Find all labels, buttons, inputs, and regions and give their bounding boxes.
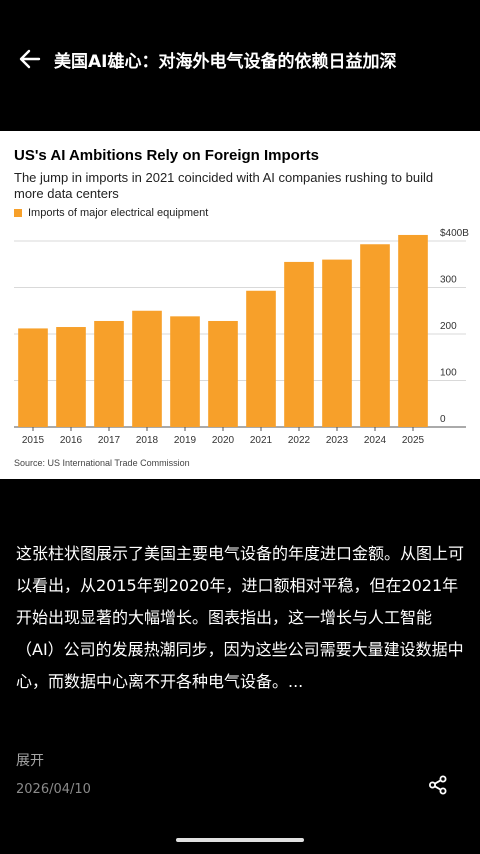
bar <box>94 320 124 427</box>
page-title: 美国AI雄心：对海外电气设备的依赖日益加深 <box>54 51 397 72</box>
bar-chart: $400B 300 200 100 0 2015 2016 2017 2018 2019 2020 2… <box>14 228 469 446</box>
back-button[interactable] <box>16 45 44 73</box>
bar <box>322 259 352 427</box>
expand-link[interactable]: 展开 <box>16 753 44 769</box>
x-tick-label: 2025 <box>402 435 425 446</box>
home-indicator <box>176 838 304 842</box>
arrow-left-icon <box>19 49 41 69</box>
x-tick-label: 2017 <box>98 435 121 446</box>
legend-swatch <box>14 209 22 217</box>
y-tick-label: 300 <box>440 275 457 286</box>
bar <box>284 261 314 427</box>
x-tick-label: 2023 <box>326 435 349 446</box>
bar <box>360 244 390 427</box>
chart-source: Source: US International Trade Commissio… <box>14 458 190 468</box>
x-tick-label: 2024 <box>364 435 387 446</box>
bar <box>18 328 48 427</box>
description-text: 这张柱状图展示了美国主要电气设备的年度进口金额。从图上可以看出，从2015年到2… <box>16 544 465 691</box>
chart-title: US's AI Ambitions Rely on Foreign Import… <box>14 147 319 164</box>
share-button[interactable] <box>426 773 450 797</box>
x-tick-label: 2022 <box>288 435 311 446</box>
bar <box>132 310 162 427</box>
legend-label: Imports of major electrical equipment <box>28 207 209 219</box>
x-tick-label: 2015 <box>22 435 45 446</box>
bar <box>208 320 238 427</box>
x-tick-label: 2020 <box>212 435 235 446</box>
post-date: 2026/04/10 <box>16 782 91 797</box>
chart-image[interactable]: US's AI Ambitions Rely on Foreign Import… <box>0 131 480 479</box>
header-bar: 美国AI雄心：对海外电气设备的依赖日益加深 <box>0 36 480 82</box>
y-tick-label: 100 <box>440 368 457 379</box>
x-tick-label: 2016 <box>60 435 83 446</box>
x-tick-label: 2018 <box>136 435 159 446</box>
x-tick-label: 2021 <box>250 435 273 446</box>
y-tick-label: $400B <box>440 228 469 239</box>
bar <box>398 234 428 427</box>
share-icon <box>429 775 447 795</box>
y-tick-label: 200 <box>440 321 457 332</box>
bar <box>170 316 200 427</box>
bar <box>56 327 86 427</box>
y-tick-label: 0 <box>440 414 446 425</box>
bar <box>246 290 276 427</box>
chart-legend: Imports of major electrical equipment <box>14 207 208 219</box>
x-tick-label: 2019 <box>174 435 197 446</box>
chart-subtitle: The jump in imports in 2021 coincided wi… <box>14 170 434 201</box>
